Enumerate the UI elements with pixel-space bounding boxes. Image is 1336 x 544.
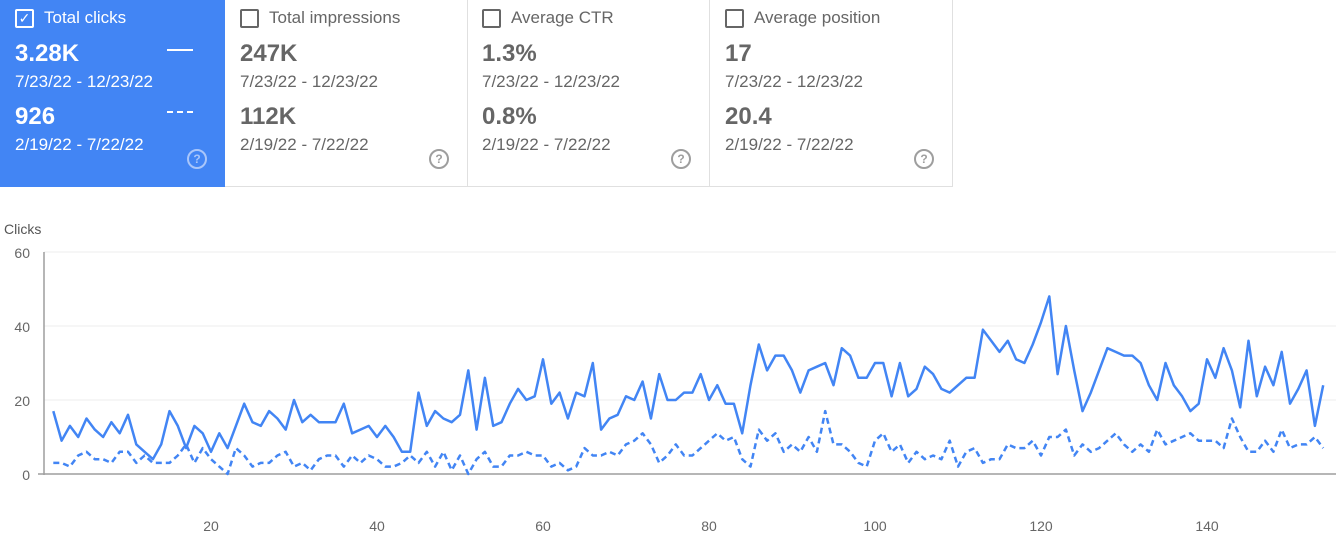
- x-tick-label: 120: [1029, 518, 1053, 534]
- current-range: 7/23/22 - 12/23/22: [725, 72, 864, 91]
- current-range: 7/23/22 - 12/23/22: [15, 72, 154, 91]
- metric-card-average-position[interactable]: Average position 17 7/23/22 - 12/23/22 2…: [710, 0, 953, 187]
- y-axis-label: Clicks: [4, 221, 42, 237]
- help-icon[interactable]: ?: [914, 149, 934, 169]
- y-tick-label: 40: [14, 319, 30, 335]
- x-tick-label: 20: [203, 518, 219, 534]
- help-icon[interactable]: ?: [671, 149, 691, 169]
- current-value: 3.28K: [15, 40, 80, 67]
- help-icon[interactable]: ?: [187, 149, 207, 169]
- checkbox-icon[interactable]: [482, 8, 501, 28]
- metric-card-total-clicks[interactable]: ✓ Total clicks 3.28K 7/23/22 - 12/23/22 …: [0, 0, 225, 187]
- legend-dashed-line-icon: [167, 111, 193, 113]
- x-tick-label: 100: [863, 518, 887, 534]
- current-value: 17: [725, 40, 752, 67]
- previous-value: 112K: [240, 103, 297, 130]
- checkbox-icon[interactable]: [725, 8, 744, 28]
- x-tick-label: 80: [701, 518, 717, 534]
- metric-toggle[interactable]: Average CTR: [482, 8, 614, 28]
- series-line-current: [52, 295, 1325, 461]
- x-tick-label: 140: [1195, 518, 1219, 534]
- current-range: 7/23/22 - 12/23/22: [482, 72, 621, 91]
- previous-value: 0.8%: [482, 103, 537, 130]
- previous-range: 2/19/22 - 7/22/22: [240, 135, 369, 154]
- metric-label: Total clicks: [44, 8, 127, 27]
- previous-range: 2/19/22 - 7/22/22: [482, 135, 611, 154]
- previous-range: 2/19/22 - 7/22/22: [15, 135, 144, 154]
- checkbox-checked-icon[interactable]: ✓: [15, 8, 34, 28]
- x-tick-label: 60: [535, 518, 551, 534]
- y-tick-label: 60: [14, 245, 30, 261]
- metric-label: Total impressions: [269, 8, 401, 27]
- checkbox-icon[interactable]: [240, 8, 259, 28]
- series-line-previous: [53, 409, 1325, 476]
- help-icon[interactable]: ?: [429, 149, 449, 169]
- x-tick-label: 40: [369, 518, 385, 534]
- metric-toggle[interactable]: ✓ Total clicks: [15, 8, 126, 28]
- current-value: 247K: [240, 40, 298, 67]
- y-tick-label: 20: [14, 393, 30, 409]
- previous-value: 926: [15, 103, 56, 130]
- metric-toggle[interactable]: Average position: [725, 8, 880, 28]
- metric-toggle[interactable]: Total impressions: [240, 8, 400, 28]
- current-range: 7/23/22 - 12/23/22: [240, 72, 379, 91]
- metric-card-total-impressions[interactable]: Total impressions 247K 7/23/22 - 12/23/2…: [225, 0, 468, 187]
- previous-range: 2/19/22 - 7/22/22: [725, 135, 854, 154]
- metric-label: Average CTR: [511, 8, 614, 27]
- current-value: 1.3%: [482, 40, 537, 67]
- metric-card-average-ctr[interactable]: Average CTR 1.3% 7/23/22 - 12/23/22 0.8%…: [467, 0, 710, 187]
- legend-solid-line-icon: [167, 49, 193, 51]
- previous-value: 20.4: [725, 103, 772, 130]
- y-tick-label: 0: [22, 467, 30, 483]
- metric-label: Average position: [754, 8, 881, 27]
